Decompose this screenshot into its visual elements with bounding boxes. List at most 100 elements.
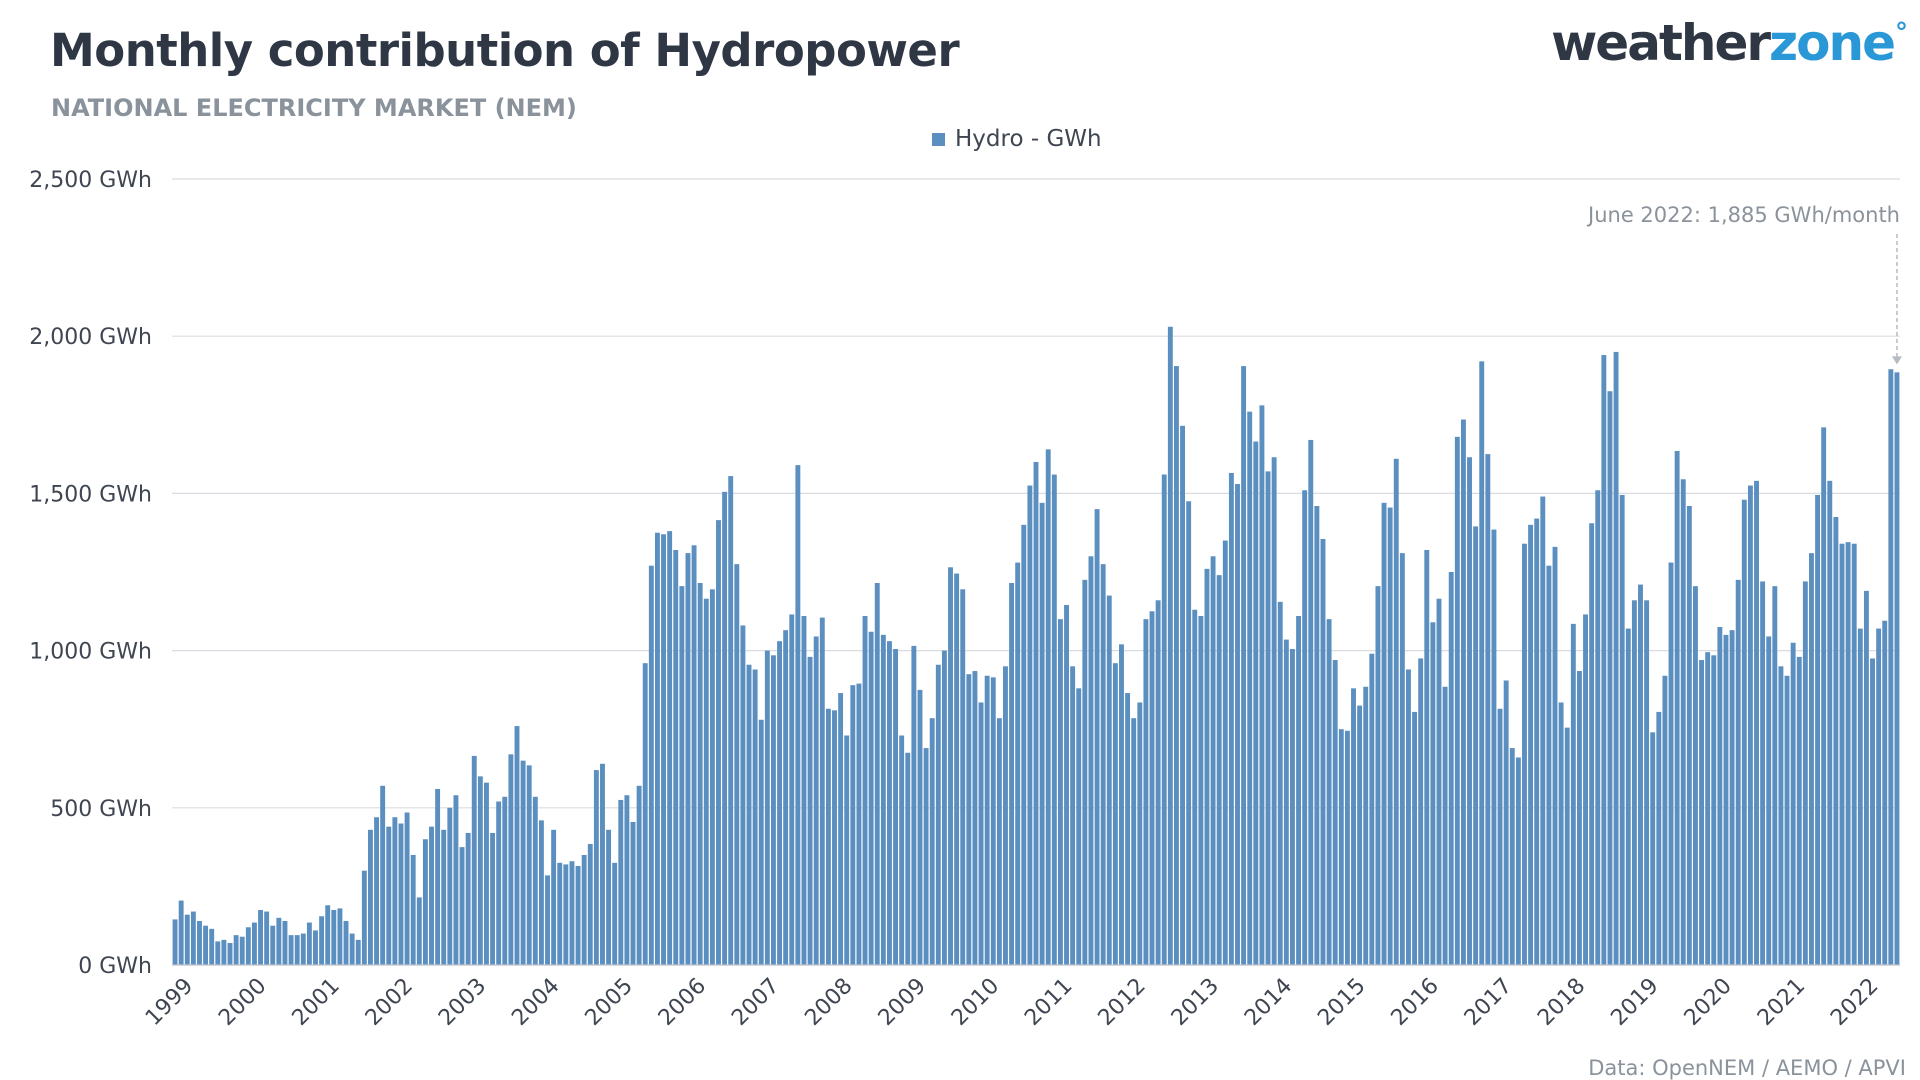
bar [1332,660,1338,965]
bar [1564,727,1570,965]
data-source: Data: OpenNEM / AEMO / APVI [1588,1056,1906,1080]
bar [1656,711,1662,965]
bar [606,829,612,965]
bar [233,935,239,965]
bar [1436,598,1442,965]
bar [508,754,514,965]
bar [484,782,489,965]
y-axis: 0 GWh 500 GWh 1,000 GWh 1,500 GWh 2,000 GWh 2… [29,168,152,979]
bar [630,821,636,965]
bar [209,928,215,965]
bar [282,920,288,965]
bar [722,491,728,965]
bar [825,708,831,965]
bar [1021,524,1027,965]
x-tick-label: 2018 [1533,974,1590,1031]
bar [929,718,935,965]
bar [465,832,471,965]
bar [1210,556,1216,965]
bar [569,861,575,965]
bar [661,534,666,965]
bars [172,326,1900,966]
bar [679,586,685,965]
bar [1686,505,1692,965]
bar [245,927,251,965]
bar [1357,705,1363,965]
bar [215,941,221,965]
bar [795,465,801,965]
bar [1204,568,1210,965]
bar [1228,472,1234,965]
bar [1296,616,1302,965]
bar [1815,494,1821,965]
bar [935,664,941,965]
bar [429,826,434,965]
bar [1723,634,1729,965]
bar [1558,702,1564,965]
bar [251,922,257,965]
bar [1460,419,1466,965]
bar [490,832,496,965]
bar [1192,609,1198,965]
bar [1625,628,1631,965]
bar [1778,666,1784,965]
bar [239,936,245,965]
bar [1546,565,1552,965]
bar [1870,658,1875,965]
bar [654,532,660,965]
bar [1076,688,1082,965]
bar [740,625,746,965]
bar [1760,581,1766,965]
bar [422,839,428,965]
bar [636,785,642,965]
bar [1430,622,1436,965]
bar [1369,653,1375,965]
annotation: June 2022: 1,885 GWh/month [1586,203,1902,365]
bar [477,776,483,965]
bar [1064,605,1069,965]
bar [1039,502,1045,965]
bar [691,545,697,965]
bar [923,748,929,965]
bar [1399,553,1405,965]
bar [1668,562,1674,965]
x-tick-label: 2017 [1460,974,1517,1031]
bar [709,589,715,965]
bar [355,939,361,965]
x-tick-label: 2005 [581,974,638,1031]
bar [1259,405,1265,965]
bar [1888,369,1894,965]
bar [581,854,587,965]
x-tick-label: 2022 [1826,974,1883,1031]
bar [1827,480,1833,965]
bar [783,630,789,965]
bar [874,583,880,965]
bar [642,663,648,965]
weatherzone-logo: weatherzone° [1551,14,1908,72]
x-tick-label: 2007 [727,974,784,1031]
bar [361,870,367,965]
bar [844,735,850,965]
bar [1638,584,1643,965]
bar [367,829,373,965]
bar [1253,441,1259,965]
bar [612,862,618,965]
bar [227,942,233,965]
bar [1851,543,1857,965]
bar [777,641,783,965]
bar [1137,702,1143,965]
bar [1442,686,1448,965]
x-tick-label: 2010 [947,974,1004,1031]
bar [1143,619,1149,965]
chart-subtitle: NATIONAL ELECTRICITY MARKET (NEM) [51,94,577,122]
bar [203,925,209,965]
bar [587,843,593,965]
bar [746,664,752,965]
bar [813,636,819,965]
bar [1326,619,1332,965]
x-tick-label: 2001 [288,974,345,1031]
bar [1576,671,1582,965]
bar [1320,538,1326,965]
bar [1497,708,1503,965]
x-tick-label: 2019 [1606,974,1663,1031]
